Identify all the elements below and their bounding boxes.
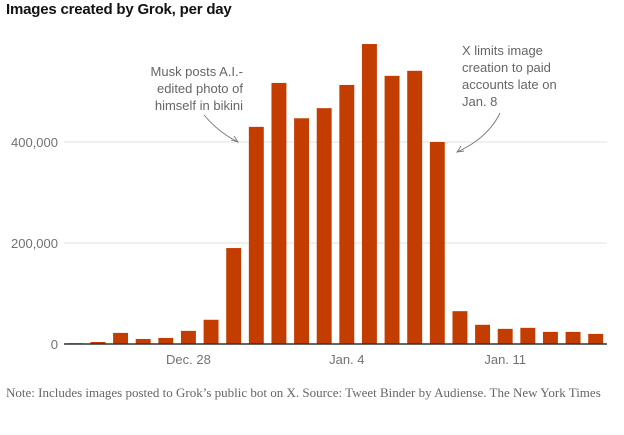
x-tick-label: Jan. 4 bbox=[329, 352, 364, 367]
x-axis-labels: Dec. 28 Jan. 4 Jan. 11 bbox=[166, 352, 526, 367]
footnote: Note: Includes images posted to Grok’s p… bbox=[6, 385, 601, 400]
bar bbox=[135, 338, 151, 344]
bar bbox=[429, 142, 445, 344]
bar bbox=[339, 84, 355, 344]
arrowhead-icon bbox=[456, 145, 465, 153]
bar bbox=[294, 118, 310, 344]
gridlines bbox=[64, 141, 607, 244]
annotation-text: Musk posts A.I.- bbox=[151, 64, 243, 79]
bar bbox=[226, 248, 242, 344]
annotation-text: X limits image bbox=[462, 43, 543, 58]
annotation-text: creation to paid bbox=[462, 60, 551, 75]
annotation-text: himself in bikini bbox=[155, 98, 243, 113]
annotation-arrow bbox=[203, 114, 239, 143]
bar bbox=[158, 337, 174, 344]
arrowhead-icon bbox=[230, 135, 240, 143]
y-tick-label: 400,000 bbox=[11, 135, 58, 150]
bar bbox=[520, 327, 536, 344]
bar bbox=[271, 82, 287, 344]
bar bbox=[588, 333, 604, 344]
bar bbox=[452, 311, 468, 344]
bar bbox=[203, 319, 219, 344]
annotation-text: Jan. 8 bbox=[462, 94, 497, 109]
y-tick-label: 200,000 bbox=[11, 236, 58, 251]
chart-title: Images created by Grok, per day bbox=[6, 1, 232, 18]
bar bbox=[180, 330, 196, 344]
annotations: Musk posts A.I.- edited photo of himself i… bbox=[151, 43, 557, 153]
bars bbox=[67, 44, 604, 345]
bar bbox=[248, 126, 264, 344]
bar bbox=[497, 328, 513, 344]
x-tick-label: Dec. 28 bbox=[166, 352, 211, 367]
bar bbox=[90, 341, 106, 344]
bar bbox=[407, 70, 423, 345]
bar bbox=[475, 324, 491, 344]
bar bbox=[565, 331, 581, 344]
annotation-text: accounts late on bbox=[462, 77, 557, 92]
annotation-arrow bbox=[456, 112, 501, 153]
bar bbox=[542, 331, 558, 344]
y-axis-labels: 0 200,000 400,000 bbox=[11, 135, 58, 352]
bar bbox=[384, 75, 400, 344]
bar-chart: 0 200,000 400,000 Dec. 28 Jan. 4 Jan. 11 Mus… bbox=[11, 43, 607, 367]
x-tick-label: Jan. 11 bbox=[484, 352, 526, 367]
bar bbox=[361, 44, 377, 344]
y-tick-label: 0 bbox=[51, 337, 58, 352]
bar bbox=[316, 108, 332, 344]
bar bbox=[113, 332, 129, 344]
annotation-text: edited photo of bbox=[157, 81, 243, 96]
